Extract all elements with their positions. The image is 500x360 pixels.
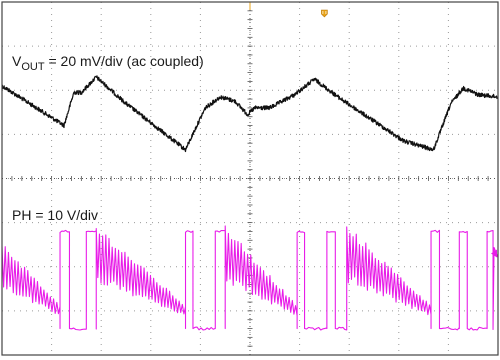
vout-label-subscript: OUT (21, 61, 45, 73)
vout-label-rest: = 20 mV/div (ac coupled) (45, 53, 204, 69)
ph-scale-label: PH = 10 V/div (12, 207, 98, 223)
